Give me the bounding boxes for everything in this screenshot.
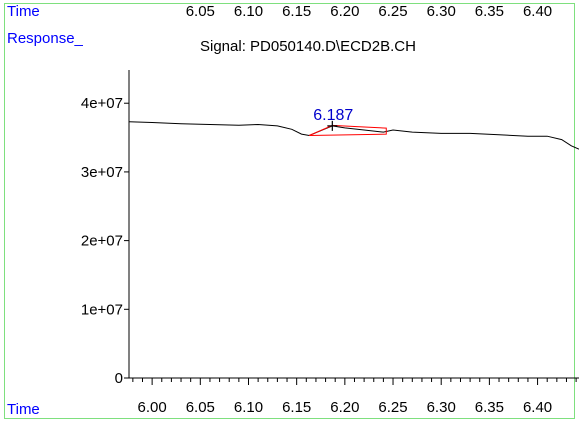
signal-trace [128, 121, 579, 150]
x-tick-label: 6.00 [138, 399, 167, 416]
x-tick-label: 6.30 [427, 399, 456, 416]
x-tick-label: 6.25 [378, 399, 407, 416]
x-tick-label: 6.05 [186, 399, 215, 416]
peak-baseline [308, 124, 387, 137]
x-tick-label: 6.15 [282, 399, 311, 416]
y-tick-label: 2e+07 [81, 233, 123, 250]
plot-frame [4, 3, 575, 419]
y-tick-label: 0 [115, 370, 123, 387]
x-tick-label: 6.20 [330, 399, 359, 416]
top-tick-label: 6.20 [330, 3, 359, 20]
top-tick-label: 6.30 [427, 3, 456, 20]
y-axis-label: Response_ [7, 30, 83, 47]
top-tick-label: 6.25 [378, 3, 407, 20]
x-tick-label: 6.10 [234, 399, 263, 416]
x-tick-label: 6.40 [523, 399, 552, 416]
peak-label: 6.187 [313, 107, 353, 124]
top-tick-label: 6.40 [523, 3, 552, 20]
top-tick-label: 6.05 [186, 3, 215, 20]
top-tick-label: 6.10 [234, 3, 263, 20]
bottom-axis-label: Time [7, 401, 40, 418]
top-tick-label: 6.35 [475, 3, 504, 20]
x-tick-label: 6.35 [475, 399, 504, 416]
signal-title: Signal: PD050140.D\ECD2B.CH [200, 38, 416, 55]
y-tick-label: 3e+07 [81, 164, 123, 181]
top-tick-label: 6.15 [282, 3, 311, 20]
y-tick-label: 1e+07 [81, 301, 123, 318]
top-axis-label: Time [7, 3, 40, 20]
y-tick-label: 4e+07 [81, 95, 123, 112]
